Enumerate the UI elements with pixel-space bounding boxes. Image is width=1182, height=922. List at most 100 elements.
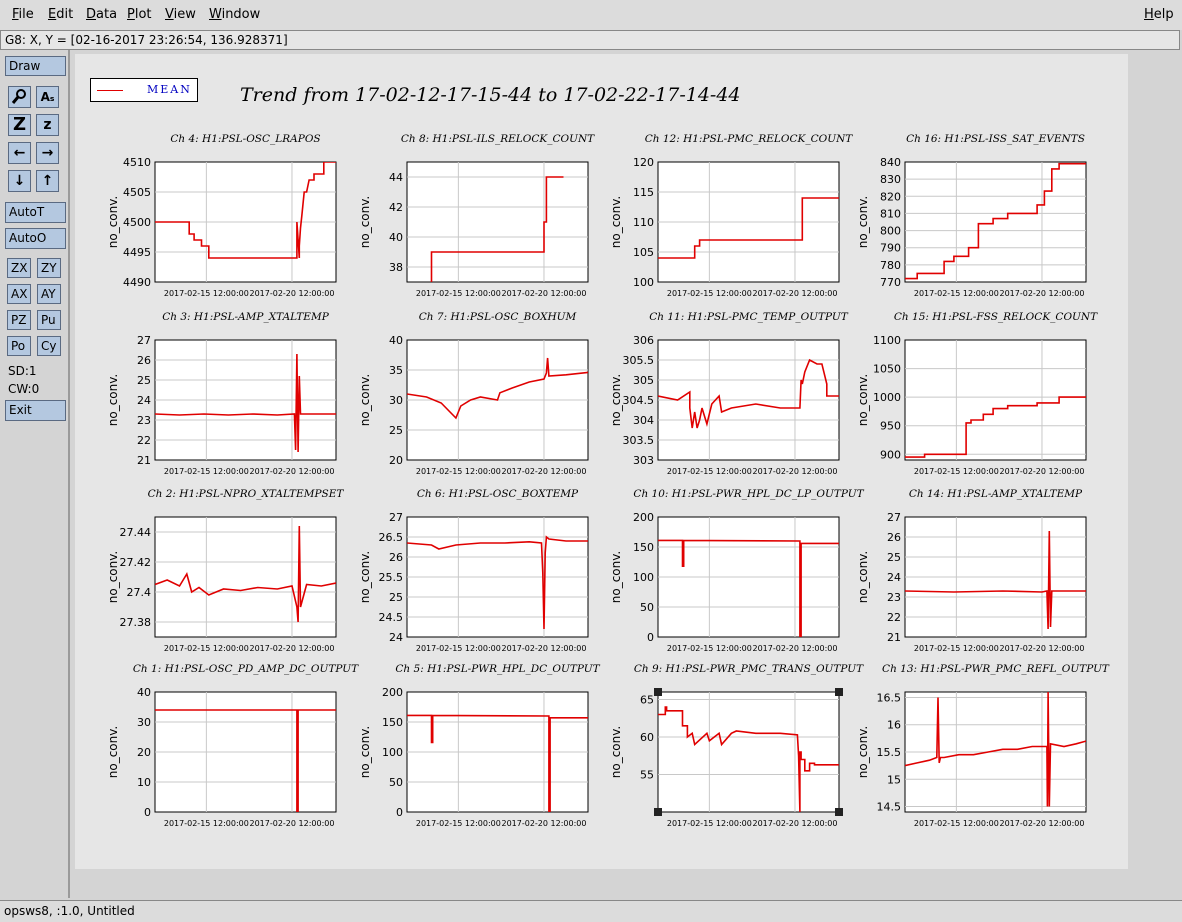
plot-area[interactable] [406,161,589,283]
plot-area[interactable] [154,516,337,638]
zoom-large-icon[interactable]: Z [8,114,31,136]
pz-button[interactable]: PZ [7,310,31,330]
series-line [658,539,839,637]
chart-panel[interactable]: Ch 16: H1:PSL-ISS_SAT_EVENTS 770 780 790 800… [856,133,1087,298]
cy-button[interactable]: Cy [37,336,61,356]
x-tick-label: 2017-02-20 12:00:00 [249,467,334,476]
chart-title: Ch 8: H1:PSL-ILS_RELOCK_COUNT [401,133,595,145]
x-tick-label: 2017-02-20 12:00:00 [501,289,586,298]
y-tick-label: 25 [389,591,403,604]
x-tick-label: 2017-02-15 12:00:00 [667,819,752,828]
series-line [407,714,588,812]
status-text: opsws8, :1.0, Untitled [4,904,135,918]
ax-button[interactable]: AX [7,284,31,304]
y-tick-label: 0 [144,806,151,819]
y-axis-label: no_conv. [358,551,372,603]
y-tick-label: 1050 [873,363,901,376]
x-tick-label: 2017-02-20 12:00:00 [501,644,586,653]
y-tick-label: 820 [880,190,901,203]
x-tick-label: 2017-02-20 12:00:00 [249,644,334,653]
arrow-right-icon[interactable]: → [36,142,59,164]
pu-button[interactable]: Pu [37,310,61,330]
x-tick-label: 2017-02-15 12:00:00 [914,467,999,476]
y-axis-label: no_conv. [609,196,623,248]
y-axis-label: no_conv. [609,551,623,603]
chart-panel[interactable]: Ch 13: H1:PSL-PWR_PMC_REFL_OUTPUT 14.5 15 1… [856,663,1110,828]
y-axis-label: no_conv. [609,374,623,426]
chart-panel[interactable]: Ch 14: H1:PSL-AMP_XTALTEMP 21 22 23 24 25 26 27… [856,488,1087,653]
menu-file[interactable]: File [12,7,34,22]
menu-window[interactable]: Window [209,7,261,22]
chart-panel[interactable]: Ch 3: H1:PSL-AMP_XTALTEMP 21 22 23 24 25 26 27 2… [106,311,337,476]
x-tick-label: 2017-02-20 12:00:00 [999,644,1084,653]
chart-title: Ch 10: H1:PSL-PWR_HPL_DC_LP_OUTPUT [633,488,864,500]
y-tick-label: 305 [633,374,654,387]
y-tick-label: 27.4 [127,586,152,599]
y-tick-label: 26 [389,551,403,564]
draw-button[interactable]: Draw [5,56,66,76]
y-tick-label: 60 [640,731,654,744]
x-tick-label: 2017-02-15 12:00:00 [416,289,501,298]
y-tick-label: 950 [880,420,901,433]
x-tick-label: 2017-02-15 12:00:00 [914,644,999,653]
autoo-button[interactable]: AutoO [5,228,66,249]
chart-panel[interactable]: Ch 5: H1:PSL-PWR_HPL_DC_OUTPUT 0 50 100 150 2… [358,663,601,828]
menu-plot[interactable]: Plot [127,7,152,22]
y-tick-label: 21 [137,454,151,467]
y-tick-label: 25 [887,551,901,564]
ay-button[interactable]: AY [37,284,61,304]
chart-panel[interactable]: Ch 8: H1:PSL-ILS_RELOCK_COUNT 38 40 42 44 201… [358,133,595,298]
zx-button[interactable]: ZX [7,258,31,278]
chart-panel[interactable]: Ch 1: H1:PSL-OSC_PD_AMP_DC_OUTPUT 0 10 20 30… [106,663,359,828]
selection-handle[interactable] [835,808,843,816]
coordinate-text: G8: X, Y = [02-16-2017 23:26:54, 136.928… [5,33,288,47]
chart-panel[interactable]: Ch 4: H1:PSL-OSC_LRAPOS 4490 4495 4500 4505 4… [106,133,337,298]
x-tick-label: 2017-02-20 12:00:00 [999,467,1084,476]
y-tick-label: 27.42 [120,556,152,569]
arrow-left-icon[interactable]: ← [8,142,31,164]
series-line [407,357,588,420]
chart-panel[interactable]: Ch 6: H1:PSL-OSC_BOXTEMP 24 24.5 25 25.5 26 26… [358,488,589,653]
chart-panel[interactable]: Ch 15: H1:PSL-FSS_RELOCK_COUNT 900 950 1000… [856,311,1098,476]
zoom-small-icon[interactable]: z [36,114,59,136]
y-tick-label: 305.5 [623,354,655,367]
plot-area[interactable] [657,691,840,813]
selection-handle[interactable] [835,688,843,696]
chart-panel[interactable]: Ch 9: H1:PSL-PWR_PMC_TRANS_OUTPUT 55 60 65 2… [609,663,864,828]
text-size-icon[interactable]: Aₛ [36,86,59,108]
chart-panel[interactable]: Ch 12: H1:PSL-PMC_RELOCK_COUNT 100 105 110 1… [609,133,853,298]
y-tick-label: 23 [137,414,151,427]
y-tick-label: 100 [633,571,654,584]
chart-panel[interactable]: Ch 11: H1:PSL-PMC_TEMP_OUTPUT 303 303.5 304… [609,311,849,476]
y-tick-label: 25 [137,374,151,387]
menu-edit[interactable]: Edit [48,7,74,22]
chart-panel[interactable]: Ch 7: H1:PSL-OSC_BOXHUM 20 25 30 35 40 2017-02… [358,311,589,476]
plot-area[interactable] [904,339,1087,461]
y-tick-label: 200 [633,511,654,524]
menu-view[interactable]: View [165,7,196,22]
chart-title: Ch 13: H1:PSL-PWR_PMC_REFL_OUTPUT [882,663,1110,675]
plot-area[interactable] [904,161,1087,283]
menu-help[interactable]: Help [1144,7,1174,22]
arrow-up-icon[interactable]: ↑ [36,170,59,192]
x-tick-label: 2017-02-20 12:00:00 [249,289,334,298]
chart-panel[interactable]: Ch 10: H1:PSL-PWR_HPL_DC_LP_OUTPUT 0 50 100… [609,488,865,653]
selection-handle[interactable] [654,688,662,696]
y-tick-label: 830 [880,173,901,186]
autot-button[interactable]: AutoT [5,202,66,223]
zy-button[interactable]: ZY [37,258,61,278]
x-tick-label: 2017-02-15 12:00:00 [164,289,249,298]
y-tick-label: 27 [137,334,151,347]
menu-data[interactable]: Data [86,7,118,22]
x-tick-label: 2017-02-15 12:00:00 [667,467,752,476]
selection-handle[interactable] [654,808,662,816]
chart-panel[interactable]: Ch 2: H1:PSL-NPRO_XTALTEMPSET 27.38 27.4 27… [106,488,344,653]
magnify-icon[interactable] [8,86,31,108]
y-tick-label: 24 [389,631,403,644]
series-line [407,535,588,630]
arrow-down-icon[interactable]: ↓ [8,170,31,192]
exit-button[interactable]: Exit [5,400,66,421]
series-line [155,162,336,259]
po-button[interactable]: Po [7,336,31,356]
y-tick-label: 120 [633,156,654,169]
